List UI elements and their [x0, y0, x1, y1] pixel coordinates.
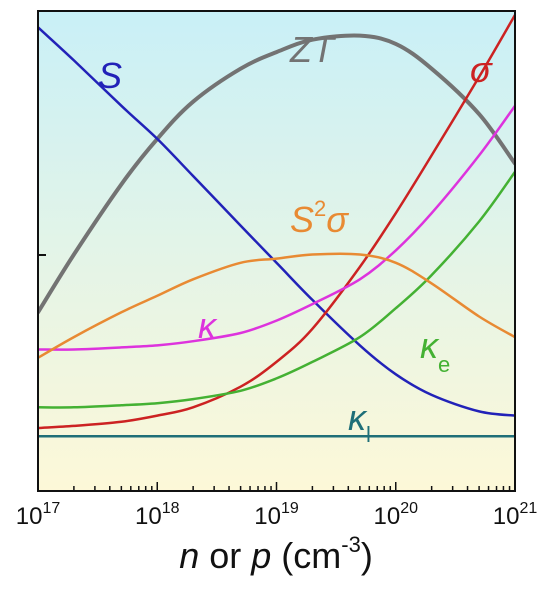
x-axis-title-or: or	[199, 535, 251, 576]
x-axis-title-n: n	[179, 535, 199, 576]
x-tick-exponent: 17	[42, 500, 60, 517]
label-s2sigma-main: S	[290, 199, 314, 240]
label-kappa-l: κl	[348, 397, 371, 447]
x-tick-exponent: 20	[400, 500, 418, 517]
x-tick-base: 10	[135, 503, 162, 530]
x-tick-label: 1018	[135, 500, 180, 530]
x-tick-exponent: 19	[281, 500, 299, 517]
curve-s2s	[38, 252, 515, 360]
curve-s	[38, 26, 515, 417]
x-tick-exponent: 21	[519, 500, 537, 517]
x-tick-base: 10	[374, 503, 401, 530]
label-s2sigma-after: σ	[326, 199, 349, 240]
label-kappa-e-sub: e	[438, 352, 450, 377]
label-kappa: κ	[198, 305, 218, 346]
x-axis-title-p: p	[250, 535, 271, 576]
label-zt: ZT	[289, 29, 337, 70]
label-sigma: σ	[470, 49, 493, 90]
x-tick-label: 1017	[16, 500, 61, 530]
x-axis-title: n or p (cm-3)	[179, 532, 373, 576]
x-axis-title-close: )	[361, 535, 373, 576]
x-tick-label: 1020	[374, 500, 419, 530]
x-tick-label: 1019	[254, 500, 299, 530]
x-tick-base: 10	[254, 503, 281, 530]
x-tick-base: 10	[16, 503, 43, 530]
plot-background	[38, 11, 515, 491]
label-s: S	[98, 55, 122, 96]
label-kappa-l-main: κ	[348, 397, 368, 438]
curve-sigma	[38, 13, 515, 430]
x-tick-base: 10	[493, 503, 520, 530]
label-kappa-e-main: κ	[420, 325, 440, 366]
x-tick-label: 1021	[493, 500, 538, 530]
x-tick-exponent: 18	[162, 500, 180, 517]
curves	[38, 13, 515, 438]
label-s2sigma: S2σ	[290, 196, 349, 240]
x-axis-title-unit: (cm	[271, 535, 341, 576]
curve-kappa	[38, 104, 515, 351]
curve-ke	[38, 170, 515, 409]
x-axis-title-exp: -3	[341, 532, 361, 557]
curve-zt	[38, 33, 515, 315]
label-kappa-l-sub: l	[366, 422, 371, 447]
x-axis-ticks: 1017 1018 1019 1020 1021	[16, 482, 538, 530]
label-kappa-e: κe	[420, 325, 450, 377]
label-s2sigma-sup: 2	[314, 196, 326, 221]
